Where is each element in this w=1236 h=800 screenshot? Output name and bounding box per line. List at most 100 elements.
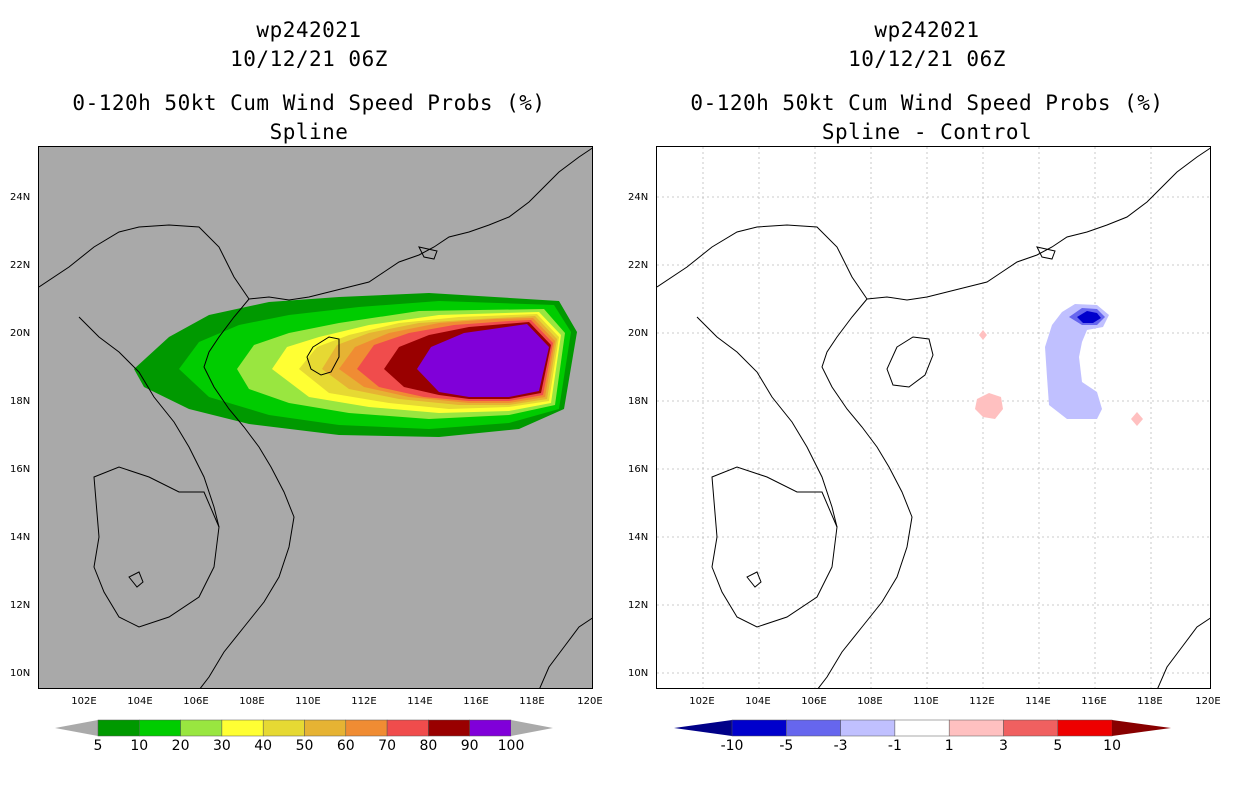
diff-pos1-region-c — [1131, 412, 1143, 426]
left-map-svg — [39, 147, 592, 688]
lat-label-22n: 22N — [628, 260, 649, 271]
left-colorbar-swatch — [97, 719, 140, 737]
lon-label-116e: 116E — [463, 696, 489, 707]
diff-neg1-region — [1045, 304, 1109, 419]
lat-label-20n: 20N — [628, 328, 649, 339]
left-colorbar-swatch — [180, 719, 223, 737]
lon-label-102e: 102E — [689, 696, 715, 707]
right-panel: wp242021 10/12/21 06Z 0-120h 50kt Cum Wi… — [618, 0, 1236, 800]
right-colorbar-swatch — [840, 719, 896, 737]
lon-label-108e: 108E — [239, 696, 265, 707]
right-colorbar — [674, 719, 1171, 737]
left-storm-id: wp242021 — [256, 18, 362, 42]
left-colorbar-swatch — [469, 719, 512, 737]
right-colorbar-swatch — [1057, 719, 1113, 737]
right-colorbar-end-left — [674, 720, 732, 736]
left-colorbar-swatch — [386, 719, 429, 737]
lat-label-18n: 18N — [628, 396, 649, 407]
right-colorbar-label: -3 — [833, 738, 848, 754]
right-colorbar-label: -10 — [720, 738, 744, 754]
left-colorbar-swatch — [345, 719, 388, 737]
diff-neg5-region — [1077, 311, 1101, 323]
left-colorbar-label: 20 — [171, 738, 190, 754]
left-colorbar-label: 50 — [295, 738, 314, 754]
left-colorbar-swatch — [304, 719, 347, 737]
right-colorbar-label: 10 — [1103, 738, 1122, 754]
lon-label-112e: 112E — [969, 696, 995, 707]
lat-label-14n: 14N — [628, 532, 649, 543]
lon-label-104e: 104E — [745, 696, 771, 707]
lat-label-10n: 10N — [10, 668, 31, 679]
lat-label-10n: 10N — [628, 668, 649, 679]
right-map — [656, 146, 1211, 689]
lon-label-106e: 106E — [801, 696, 827, 707]
left-colorbar-swatch — [262, 719, 305, 737]
left-colorbar-label: 90 — [460, 738, 479, 754]
right-colorbar-label: 3 — [999, 738, 1008, 754]
lon-label-114e: 114E — [407, 696, 433, 707]
lon-label-104e: 104E — [127, 696, 153, 707]
right-method-label: Spline - Control — [821, 120, 1033, 144]
right-colorbar-swatch — [1003, 719, 1059, 737]
right-colorbar-label: -1 — [887, 738, 902, 754]
lat-label-16n: 16N — [628, 464, 649, 475]
left-coastlines — [39, 147, 592, 688]
diff-pos1-region-a — [975, 393, 1003, 419]
right-coastlines — [657, 147, 1210, 688]
left-colorbar — [55, 719, 553, 737]
right-colorbar-label: -5 — [779, 738, 794, 754]
right-colorbar-swatch — [786, 719, 841, 737]
left-colorbar-label: 60 — [336, 738, 355, 754]
right-datetime: 10/12/21 06Z — [848, 47, 1006, 71]
lat-label-18n: 18N — [10, 396, 31, 407]
lon-label-118e: 118E — [1137, 696, 1163, 707]
left-colorbar-swatch — [221, 719, 264, 737]
left-method-label: Spline — [269, 120, 349, 144]
lon-label-110e: 110E — [913, 696, 939, 707]
lat-label-12n: 12N — [10, 600, 31, 611]
lat-label-16n: 16N — [10, 464, 31, 475]
left-colorbar-swatch — [428, 719, 470, 737]
lat-label-12n: 12N — [628, 600, 649, 611]
left-panel: wp242021 10/12/21 06Z 0-120h 50kt Cum Wi… — [10, 18, 603, 754]
diff-pos1-region-b — [979, 330, 987, 340]
lat-label-24n: 24N — [628, 192, 649, 203]
right-colorbar-label: 1 — [944, 738, 954, 754]
left-colorbar-label: 10 — [130, 738, 149, 754]
right-product-title: 0-120h 50kt Cum Wind Speed Probs (%) — [690, 91, 1164, 115]
left-colorbar-swatch — [139, 719, 181, 737]
lat-label-14n: 14N — [10, 532, 31, 543]
left-colorbar-label: 5 — [93, 738, 103, 754]
lon-label-106e: 106E — [183, 696, 209, 707]
lon-label-114e: 114E — [1025, 696, 1051, 707]
lon-label-120e: 120E — [1195, 696, 1221, 707]
lon-label-102e: 102E — [71, 696, 97, 707]
lat-label-24n: 24N — [10, 192, 31, 203]
right-storm-id: wp242021 — [874, 18, 980, 42]
right-colorbar-swatch — [731, 719, 787, 737]
left-colorbar-label: 100 — [497, 738, 525, 754]
left-colorbar-end-right — [511, 720, 553, 736]
lon-label-112e: 112E — [351, 696, 377, 707]
lon-label-110e: 110E — [295, 696, 321, 707]
lat-label-22n: 22N — [10, 260, 31, 271]
left-product-title: 0-120h 50kt Cum Wind Speed Probs (%) — [72, 91, 546, 115]
left-datetime: 10/12/21 06Z — [230, 47, 388, 71]
left-map — [38, 146, 593, 689]
prob-90-band — [417, 324, 549, 397]
left-colorbar-label: 30 — [212, 738, 231, 754]
lon-label-108e: 108E — [857, 696, 883, 707]
left-colorbar-label: 80 — [419, 738, 438, 754]
lat-label-20n: 20N — [10, 328, 31, 339]
right-colorbar-swatch — [948, 719, 1004, 737]
left-colorbar-label: 70 — [378, 738, 397, 754]
left-colorbar-end-left — [55, 720, 98, 736]
right-colorbar-label: 5 — [1053, 738, 1063, 754]
lon-label-116e: 116E — [1081, 696, 1107, 707]
lon-label-120e: 120E — [577, 696, 603, 707]
lon-label-118e: 118E — [519, 696, 545, 707]
right-colorbar-swatch — [894, 719, 950, 737]
right-gridlines — [657, 147, 1210, 688]
left-colorbar-label: 40 — [254, 738, 273, 754]
right-colorbar-end-right — [1112, 720, 1171, 736]
